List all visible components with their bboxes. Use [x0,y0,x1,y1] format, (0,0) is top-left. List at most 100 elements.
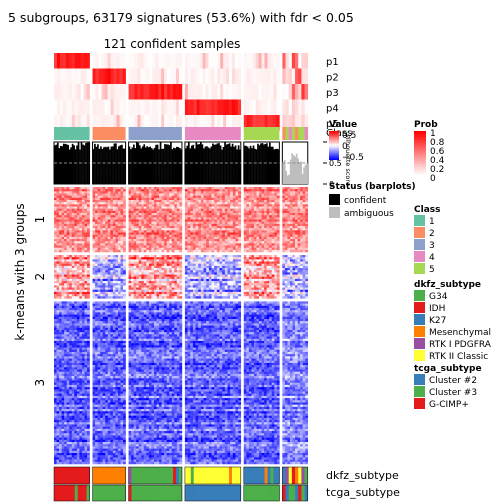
heatmap-cell [264,243,267,246]
heatmap-cell [97,261,101,264]
prob-cell [237,115,242,131]
heatmap-cell [238,276,242,280]
heatmap-cell [253,289,257,293]
heatmap-cell [174,278,178,282]
heatmap-cell [253,213,257,216]
heatmap-cell [156,259,160,262]
heatmap-cell [171,287,175,290]
heatmap-cell [59,213,62,216]
heatmap-cell [222,281,226,284]
heatmap-cell [138,287,142,290]
heatmap-cell [289,189,293,192]
heatmap-cell [107,208,111,212]
heatmap-cell [54,197,57,201]
heatmap-cell [289,197,293,201]
heatmap-cell [248,263,252,267]
heatmap-cell [79,213,83,216]
prob-cell [304,84,309,100]
heatmap-cell [187,259,191,262]
silhouette-bar [193,148,196,184]
heatmap-cell [133,274,137,277]
heatmap-cell [123,200,126,203]
prob-cell [71,68,76,84]
heatmap-cell [287,247,291,251]
heatmap-cell [246,215,250,218]
heatmap-cell [216,226,220,229]
heatmap-cell [171,257,175,260]
heatmap-cell [71,276,75,280]
silhouette-bar [173,147,175,184]
heatmap-cell [128,191,132,194]
heatmap-cell [159,281,162,284]
heatmap-cell [184,210,188,214]
heatmap-cell [274,259,278,262]
heatmap-cell [184,257,188,260]
heatmap-cell [246,255,250,258]
heatmap-cell [105,245,109,248]
heatmap-cell [136,259,139,262]
heatmap-cell [269,208,272,212]
heatmap-cell [59,276,62,280]
heatmap-cell [259,213,262,216]
heatmap-cell [195,289,199,293]
heatmap-cell [117,230,121,233]
heatmap-cell [200,249,204,253]
heatmap-cell [110,245,114,248]
heatmap-cell [71,285,75,288]
heatmap-cell [251,230,255,233]
prob-cell [270,68,274,84]
heatmap-cell [115,285,119,288]
prob-cell [288,84,293,100]
heatmap-cell [120,189,124,192]
heatmap-cell [56,291,60,295]
heatmap-cell [141,221,145,225]
heatmap-cell [159,226,162,229]
silhouette-bar [61,146,64,184]
heatmap-cell [179,257,183,260]
heatmap-cell [195,261,199,264]
heatmap-cell [302,263,306,267]
heatmap-cell [102,243,106,246]
heatmap-cell [112,193,116,196]
heatmap-cell [269,228,272,231]
heatmap-cell [115,226,119,229]
silhouette-bar [103,147,105,184]
heatmap-cell [169,204,173,207]
heatmap-cell [206,261,210,264]
heatmap-cell [102,217,106,220]
heatmap-cell [69,268,73,271]
heatmap-cell [287,200,291,203]
heatmap-cell [123,213,126,216]
heatmap-cell [79,259,83,262]
heatmap-cell [107,287,111,290]
heatmap-cell [219,259,223,262]
heatmap-cell [171,204,175,207]
heatmap-cell [69,243,73,246]
heatmap-cell [69,287,73,290]
heatmap-cell [297,274,301,277]
heatmap-cell [92,289,96,293]
heatmap-cell [59,283,62,286]
heatmap-cell [243,228,247,231]
heatmap-cell [153,281,157,284]
heatmap-cell [166,281,170,284]
heatmap-cell [71,223,75,227]
heatmap-cell [224,217,228,220]
heatmap-cell [100,278,103,282]
heatmap-cell [269,278,272,282]
heatmap-cell [92,285,96,288]
prob-cell [291,99,296,115]
prob-cell [199,84,203,100]
heatmap-cell [302,228,306,231]
heatmap-cell [269,239,272,242]
heatmap-cell [227,243,231,246]
prob-cell [199,53,203,69]
heatmap-cell [232,241,236,244]
heatmap-cell [276,272,280,275]
heatmap-cell [179,226,183,229]
silhouette-bar [124,148,126,184]
heatmap-cell [261,274,265,277]
heatmap-cell [176,263,180,267]
heatmap-cell [269,187,272,190]
prob-cell [208,115,212,131]
